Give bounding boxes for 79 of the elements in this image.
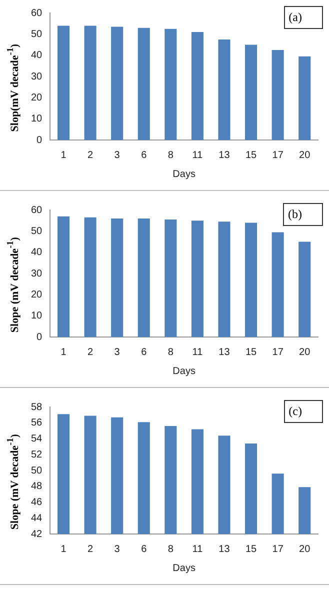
x-tick-label: 2 [88,150,94,161]
bar [111,26,124,140]
bar [57,26,70,140]
y-tick-label: 52 [31,449,43,460]
y-tick-label: 44 [31,512,43,524]
x-tick-label: 15 [245,150,258,161]
bar [191,32,204,140]
x-tick-label: 13 [218,346,230,358]
bar [245,222,258,337]
y-tick-label: 54 [31,434,43,444]
x-tick-label: 1 [60,544,67,555]
x-axis-title: Days [172,366,196,377]
x-tick-label: 2 [88,346,94,358]
bar [298,242,311,337]
x-tick-label: 13 [218,544,230,555]
bar [218,39,230,140]
x-tick-label: 15 [245,346,258,358]
y-tick-label: 50 [31,28,43,40]
x-tick-label: 3 [114,150,120,161]
x-tick-label: 8 [168,346,174,358]
x-tick-label: 3 [114,346,120,358]
x-tick-label: 11 [192,150,204,161]
y-tick-label: 0 [36,332,43,343]
x-tick-label: 1 [60,150,67,161]
y-tick-label: 50 [31,465,43,476]
bar [272,50,284,140]
bar [138,218,150,337]
x-tick-label: 11 [192,544,204,555]
annotation: (b) [283,203,323,226]
x-tick-label: 2 [88,544,94,555]
x-tick-label: 11 [192,346,204,358]
y-tick-label: 0 [36,134,43,146]
x-axis-title: Days [172,168,196,180]
y-tick-label: 50 [31,226,43,237]
x-axis-title: Days [172,562,196,574]
x-tick-label: 6 [141,150,148,161]
y-tick-label: 46 [31,497,43,508]
bar [191,220,204,337]
x-tick-label: 20 [299,150,311,161]
bar [164,28,177,140]
y-tick-label: 30 [31,71,43,82]
y-tick-label: 20 [31,92,43,104]
y-tick-label: 10 [31,114,43,125]
bar [84,217,96,337]
bar [245,44,258,140]
y-tick-label: 30 [31,268,43,280]
x-tick-label: 17 [272,544,284,555]
y-tick-label: 40 [31,50,43,62]
bar [138,28,150,140]
y-tick-label: 20 [31,289,43,300]
y-tick-label: 42 [31,528,43,540]
bar [218,222,230,337]
x-tick-label: 17 [272,150,284,161]
bar [57,216,70,337]
y-tick-label: 60 [31,204,43,216]
x-tick-label: 17 [272,346,284,358]
annotation: (a) [284,6,323,29]
bar [272,232,284,337]
bar [111,218,124,337]
bar [164,220,177,337]
x-tick-label: 6 [141,544,148,555]
y-tick-label: 10 [31,310,43,322]
x-tick-label: 1 [60,346,67,358]
y-tick-label: 40 [31,247,43,258]
y-tick-label: 48 [31,481,43,492]
x-tick-label: 6 [141,346,148,358]
x-tick-label: 3 [114,544,120,555]
bar [298,56,311,140]
x-tick-label: 20 [299,544,311,555]
x-tick-label: 8 [168,150,174,161]
y-tick-label: 60 [31,8,43,19]
x-tick-label: 13 [218,150,230,161]
annotation: (c) [284,400,323,423]
x-tick-label: 8 [168,544,174,555]
y-tick-label: 58 [31,402,43,413]
y-tick-label: 56 [31,418,43,429]
bar [84,26,96,140]
x-tick-label: 15 [245,544,258,555]
x-tick-label: 20 [299,346,311,358]
